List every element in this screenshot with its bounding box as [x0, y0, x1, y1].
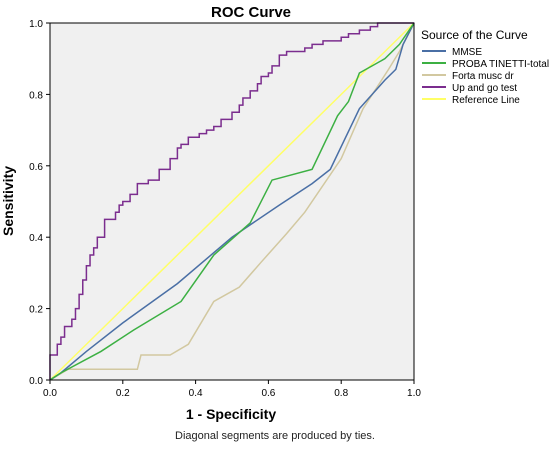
- legend-label: Forta musc dr: [452, 71, 514, 82]
- legend-title: Source of the Curve: [421, 28, 528, 42]
- x-tick-label: 0.0: [43, 388, 57, 399]
- series-line-mmse: [49, 22, 415, 381]
- legend-label: MMSE: [452, 47, 482, 58]
- legend-label: Reference Line: [452, 95, 520, 106]
- y-tick-label: 0.6: [29, 162, 43, 173]
- x-tick-label: 1.0: [407, 388, 421, 399]
- series-line-forta-musc-dr: [49, 22, 415, 381]
- x-axis-label: 1 - Specificity: [186, 406, 276, 422]
- x-tick-label: 0.2: [116, 388, 130, 399]
- legend-label: Up and go test: [452, 83, 517, 94]
- y-axis-label: Sensitivity: [0, 166, 16, 236]
- series-line-up-and-go-test: [49, 22, 414, 380]
- x-tick-label: 0.6: [261, 388, 275, 399]
- y-tick-label: 0.8: [29, 90, 43, 101]
- legend-label: PROBA TINETTI-total: [452, 59, 549, 70]
- series-line-reference-line: [49, 22, 415, 381]
- series-line-proba-tinetti-total: [49, 22, 415, 381]
- y-tick-label: 0.0: [29, 376, 43, 387]
- y-tick-label: 0.4: [29, 233, 43, 244]
- x-tick-label: 0.8: [334, 388, 348, 399]
- plot-frame: [49, 22, 415, 381]
- y-tick-label: 0.2: [29, 305, 43, 316]
- footnote: Diagonal segments are produced by ties.: [175, 430, 375, 442]
- chart-title: ROC Curve: [211, 4, 291, 21]
- x-tick-label: 0.4: [189, 388, 203, 399]
- y-tick-label: 1.0: [29, 19, 43, 30]
